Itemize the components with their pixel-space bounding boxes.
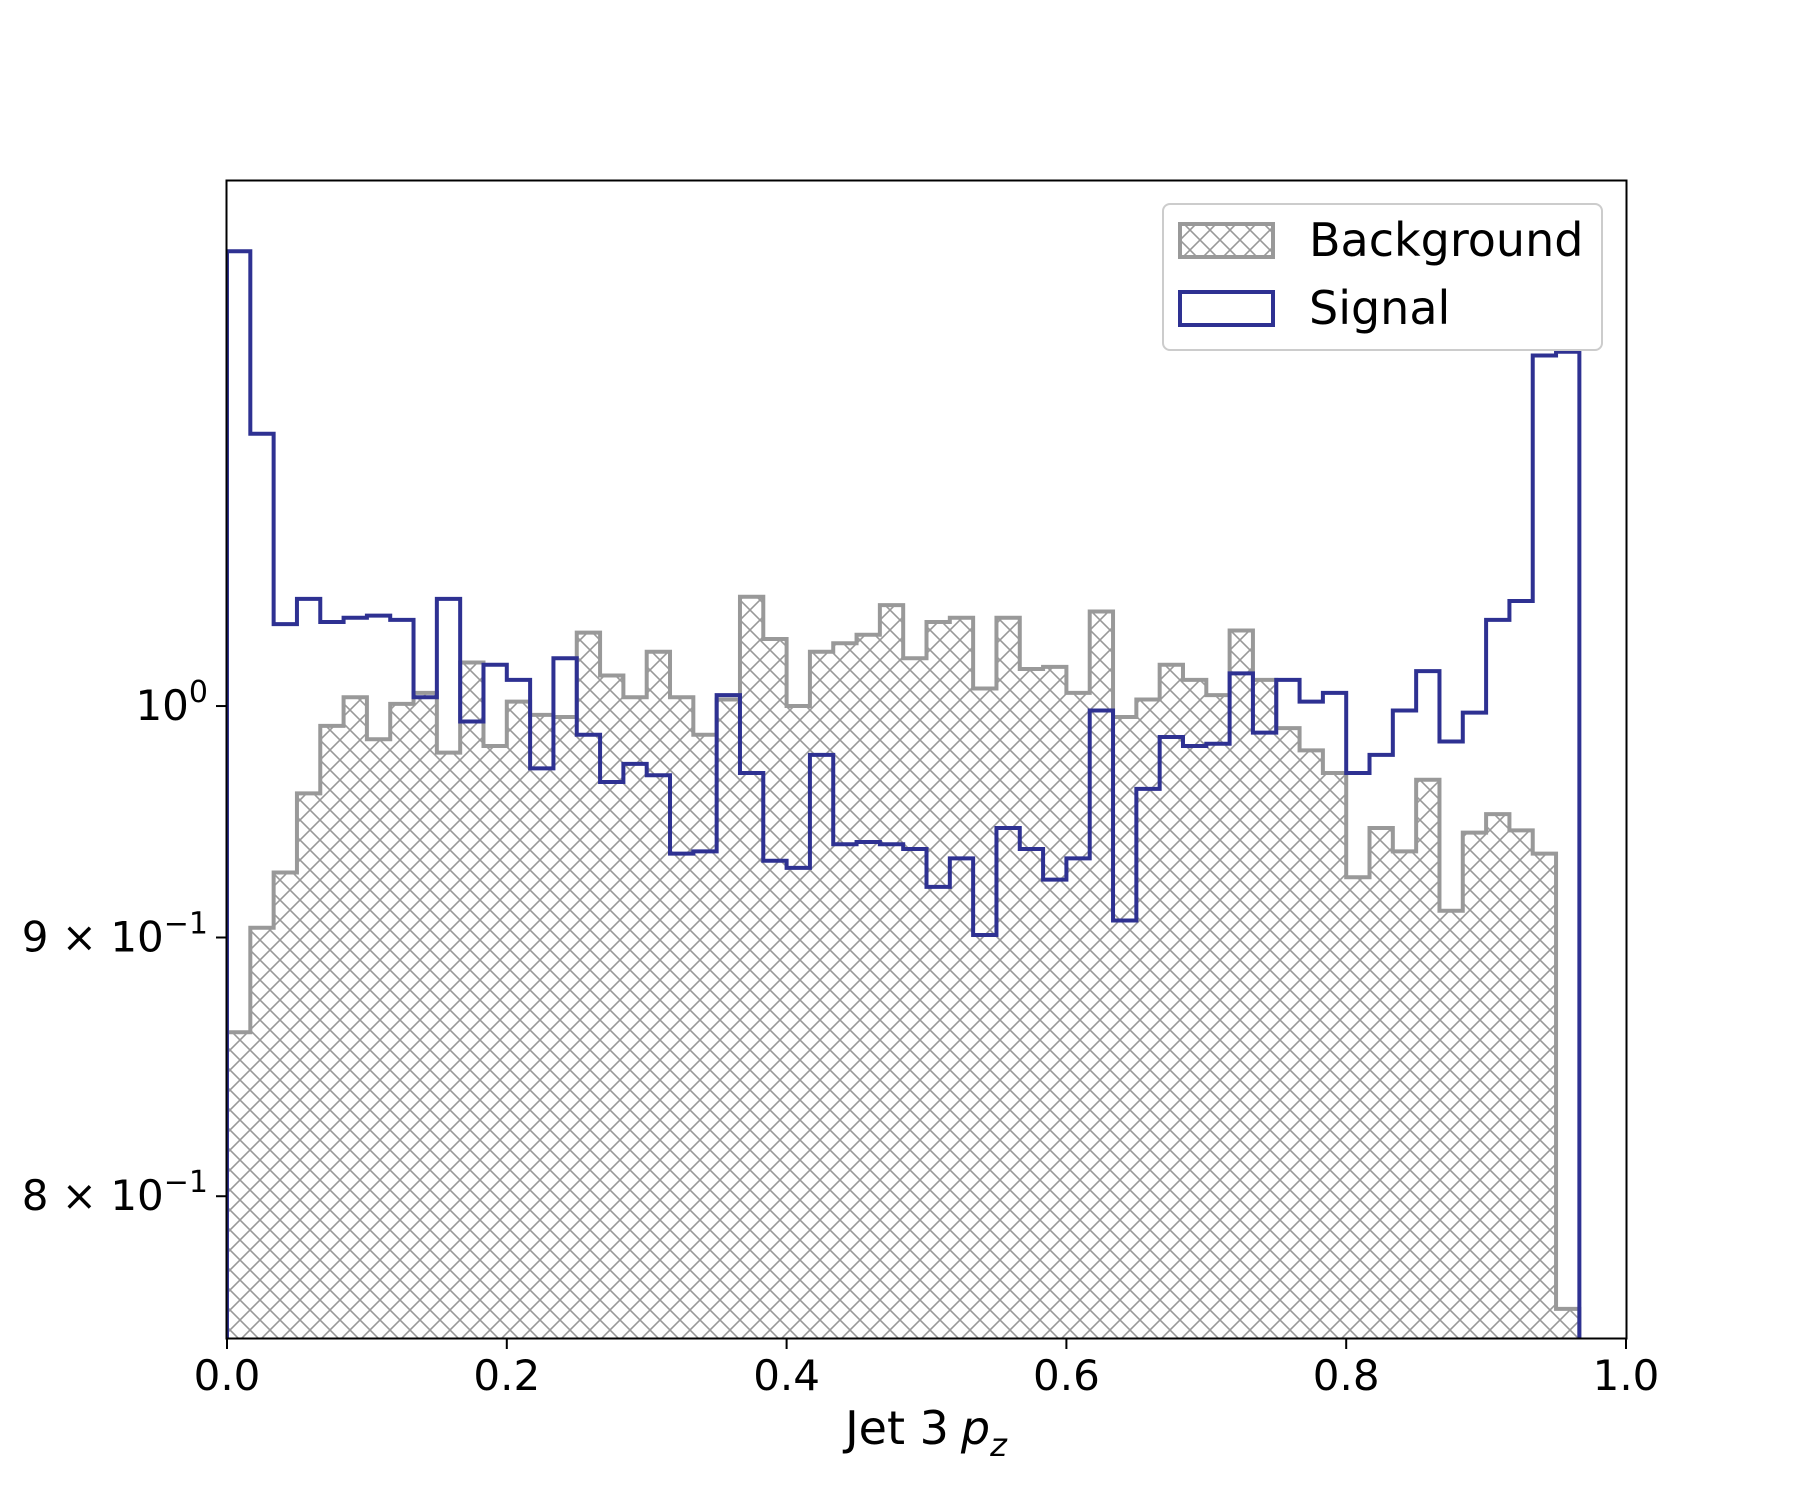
legend-swatch-signal xyxy=(1178,290,1275,327)
axes-frame xyxy=(225,179,1628,1340)
background-histogram xyxy=(227,594,1582,1338)
background-series xyxy=(227,594,1582,1338)
signal-histogram xyxy=(227,249,1582,1338)
signal-series xyxy=(227,249,1582,1338)
legend: Background Signal xyxy=(1162,203,1603,351)
y-tick-label: 9 × 10−1 xyxy=(22,906,208,961)
legend-label-signal: Signal xyxy=(1309,281,1450,335)
y-axis: 8 × 10−1 9 × 10−1 100 xyxy=(22,675,227,1220)
x-tick-label: 1.0 xyxy=(1593,1351,1660,1400)
x-axis-label: Jet 3 pz xyxy=(842,1401,1008,1464)
x-tick-label: 0.6 xyxy=(1033,1351,1100,1400)
legend-swatch-background xyxy=(1178,222,1275,259)
x-tick-label: 0.0 xyxy=(194,1351,261,1400)
x-axis: 0.0 0.2 0.4 0.6 0.8 1.0 xyxy=(194,1339,1660,1400)
x-tick-label: 0.4 xyxy=(753,1351,820,1400)
y-tick-label: 8 × 10−1 xyxy=(22,1165,208,1220)
plot-area xyxy=(227,249,1582,1338)
y-tick-label: 100 xyxy=(135,675,208,730)
x-tick-label: 0.2 xyxy=(473,1351,540,1400)
legend-label-background: Background xyxy=(1309,213,1583,267)
x-tick-label: 0.8 xyxy=(1313,1351,1380,1400)
